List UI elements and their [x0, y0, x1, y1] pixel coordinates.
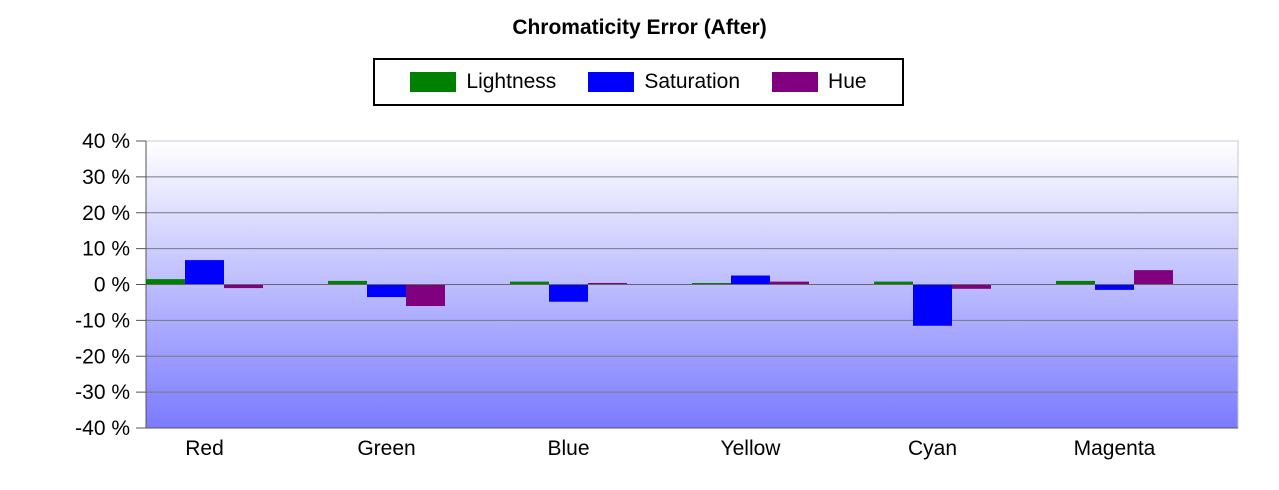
bar-lightness-green — [328, 280, 367, 285]
bar-saturation-blue — [549, 284, 588, 302]
y-tick-label: -30 % — [75, 381, 130, 404]
legend-swatch-lightness — [410, 72, 457, 92]
bar-hue-blue — [588, 283, 627, 285]
y-tick-label: -20 % — [75, 345, 130, 368]
x-tick-label: Green — [357, 437, 415, 460]
legend-label-hue: Hue — [828, 70, 867, 93]
legend: Lightness Saturation Hue — [373, 58, 904, 106]
y-tick-label: 0 % — [94, 274, 130, 297]
y-tick-label: -40 % — [75, 417, 130, 440]
legend-label-saturation: Saturation — [644, 70, 741, 93]
bar-lightness-yellow — [692, 283, 731, 285]
chart-title: Chromaticity Error (After) — [512, 16, 767, 39]
bar-saturation-cyan — [913, 284, 952, 326]
x-tick-label: Red — [185, 437, 224, 460]
x-tick-label: Blue — [547, 437, 589, 460]
x-tick-label: Cyan — [908, 437, 957, 460]
bar-saturation-yellow — [731, 275, 770, 285]
bar-hue-cyan — [952, 284, 991, 289]
bar-hue-yellow — [770, 281, 809, 285]
bar-lightness-red — [146, 279, 185, 285]
legend-item-lightness: Lightness — [410, 70, 556, 94]
y-tick-label: 20 % — [82, 202, 130, 225]
bar-hue-green — [406, 284, 445, 307]
x-tick-label: Magenta — [1074, 437, 1156, 460]
bar-saturation-magenta — [1095, 284, 1134, 290]
bar-lightness-blue — [510, 281, 549, 285]
y-tick-label: 10 % — [82, 238, 130, 261]
y-tick-label: -10 % — [75, 309, 130, 332]
legend-swatch-saturation — [588, 72, 635, 92]
legend-label-lightness: Lightness — [466, 70, 557, 93]
bar-saturation-green — [367, 284, 406, 298]
bar-hue-magenta — [1134, 270, 1173, 285]
bar-lightness-cyan — [874, 281, 913, 285]
bar-saturation-red — [185, 260, 224, 285]
legend-item-hue: Hue — [772, 70, 867, 94]
x-tick-label: Yellow — [721, 437, 782, 460]
bar-lightness-magenta — [1056, 280, 1095, 285]
y-tick-label: 30 % — [82, 166, 130, 189]
y-tick-label: 40 % — [82, 130, 130, 153]
legend-swatch-hue — [772, 72, 819, 92]
bar-hue-red — [224, 284, 263, 289]
legend-item-saturation: Saturation — [588, 70, 740, 94]
